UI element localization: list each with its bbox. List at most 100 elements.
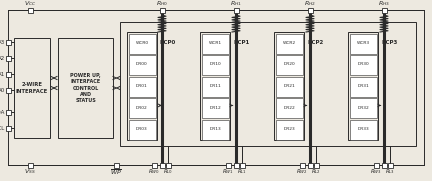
Text: DR23: DR23 <box>283 127 295 131</box>
Bar <box>128 120 156 140</box>
Text: SCL: SCL <box>0 125 5 131</box>
Bar <box>374 163 378 167</box>
Bar <box>28 163 32 167</box>
Bar <box>308 7 312 12</box>
Bar <box>6 56 10 60</box>
Text: WCR3: WCR3 <box>356 41 369 45</box>
Text: $R_{W1}$: $R_{W1}$ <box>222 168 234 176</box>
Text: A0: A0 <box>0 87 5 92</box>
Bar <box>200 32 230 140</box>
Bar <box>128 55 156 75</box>
Text: DR10: DR10 <box>209 62 221 66</box>
Bar <box>159 163 165 167</box>
Text: $\overline{WP}$: $\overline{WP}$ <box>110 167 122 177</box>
Bar <box>201 98 229 118</box>
Bar <box>159 7 165 12</box>
Bar <box>276 98 302 118</box>
Bar <box>388 163 393 167</box>
Bar <box>201 33 229 54</box>
Text: DR03: DR03 <box>136 127 148 131</box>
Text: $V_{CC}$: $V_{CC}$ <box>24 0 36 9</box>
Bar <box>349 77 377 97</box>
Bar <box>14 38 50 138</box>
Text: A3: A3 <box>0 39 5 45</box>
Bar <box>114 163 118 167</box>
Text: DCP2: DCP2 <box>307 39 323 45</box>
Text: $R_{H1}$: $R_{H1}$ <box>230 0 242 9</box>
Text: DR13: DR13 <box>209 127 221 131</box>
Bar <box>349 120 377 140</box>
Text: $R_{W2}$: $R_{W2}$ <box>296 168 308 176</box>
Bar <box>165 163 171 167</box>
Bar <box>349 33 377 54</box>
Bar <box>6 71 10 77</box>
Bar <box>239 163 245 167</box>
Bar <box>276 33 302 54</box>
Text: DR20: DR20 <box>283 62 295 66</box>
Text: DCP3: DCP3 <box>381 39 397 45</box>
Text: DR21: DR21 <box>283 84 295 88</box>
Bar <box>276 120 302 140</box>
Text: $R_{W0}$: $R_{W0}$ <box>148 168 160 176</box>
Bar <box>226 163 231 167</box>
Bar <box>152 163 156 167</box>
Bar <box>276 77 302 97</box>
Text: SDA: SDA <box>0 110 5 115</box>
Bar <box>6 39 10 45</box>
Text: DR33: DR33 <box>357 127 369 131</box>
Bar <box>381 7 387 12</box>
Text: DR12: DR12 <box>209 106 221 110</box>
Bar <box>349 98 377 118</box>
Bar <box>348 32 378 140</box>
Text: $R_{L1}$: $R_{L1}$ <box>237 168 247 176</box>
Bar <box>381 163 387 167</box>
Text: 2-WIRE
INTERFACE: 2-WIRE INTERFACE <box>16 82 48 94</box>
Text: DR22: DR22 <box>283 106 295 110</box>
Text: DR01: DR01 <box>136 84 148 88</box>
Bar <box>6 110 10 115</box>
Bar <box>8 10 424 165</box>
Text: DCP0: DCP0 <box>160 39 176 45</box>
Bar <box>314 163 318 167</box>
Bar <box>120 22 416 146</box>
Bar <box>128 98 156 118</box>
Bar <box>276 55 302 75</box>
Text: $R_{H2}$: $R_{H2}$ <box>304 0 316 9</box>
Text: WCR0: WCR0 <box>136 41 149 45</box>
Bar <box>6 125 10 131</box>
Bar <box>28 7 32 12</box>
Text: $R_{L3}$: $R_{L3}$ <box>385 168 395 176</box>
Text: POWER UP,
INTERFACE
CONTROL
AND
STATUS: POWER UP, INTERFACE CONTROL AND STATUS <box>70 73 101 103</box>
Bar <box>127 32 157 140</box>
Bar <box>58 38 113 138</box>
Bar <box>349 55 377 75</box>
Bar <box>201 77 229 97</box>
Text: $R_{L0}$: $R_{L0}$ <box>163 168 173 176</box>
Bar <box>128 33 156 54</box>
Text: A2: A2 <box>0 56 5 60</box>
Text: $R_{H0}$: $R_{H0}$ <box>156 0 168 9</box>
Text: DR32: DR32 <box>357 106 369 110</box>
Bar <box>299 163 305 167</box>
Text: WCR1: WCR1 <box>208 41 222 45</box>
Text: DR02: DR02 <box>136 106 148 110</box>
Bar <box>201 120 229 140</box>
Bar <box>274 32 304 140</box>
Bar <box>201 55 229 75</box>
Bar <box>234 7 238 12</box>
Bar <box>128 77 156 97</box>
Text: DCP1: DCP1 <box>233 39 249 45</box>
Text: WCR2: WCR2 <box>283 41 295 45</box>
Text: DR31: DR31 <box>357 84 369 88</box>
Bar <box>308 163 312 167</box>
Text: $R_{L2}$: $R_{L2}$ <box>311 168 321 176</box>
Text: A1: A1 <box>0 71 5 77</box>
Bar <box>6 87 10 92</box>
Text: $R_{W3}$: $R_{W3}$ <box>370 168 382 176</box>
Text: $R_{H3}$: $R_{H3}$ <box>378 0 390 9</box>
Text: $V_{SS}$: $V_{SS}$ <box>24 168 36 176</box>
Text: DR11: DR11 <box>209 84 221 88</box>
Text: DR30: DR30 <box>357 62 369 66</box>
Bar <box>234 163 238 167</box>
Text: DR00: DR00 <box>136 62 148 66</box>
